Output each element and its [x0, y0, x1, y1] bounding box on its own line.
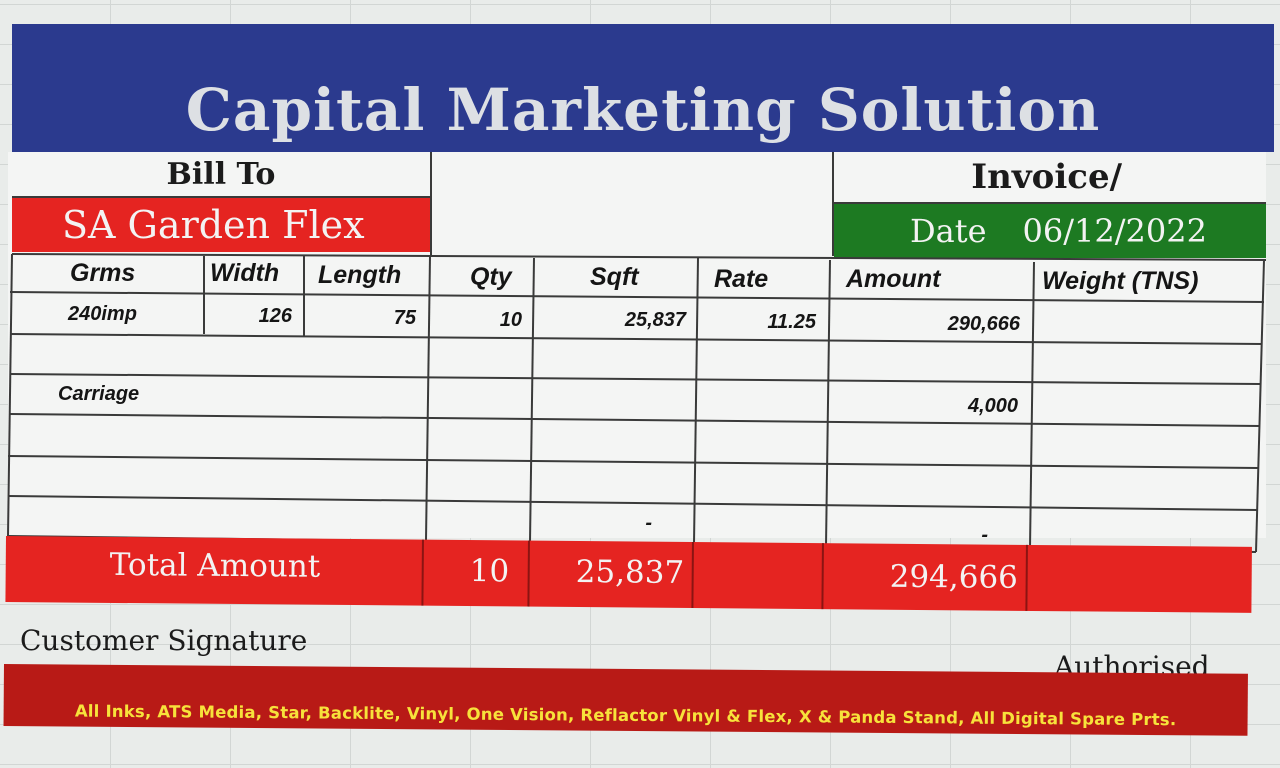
divider — [691, 541, 694, 609]
total-sqft: 25,837 — [575, 553, 685, 591]
customer-name: SA Garden Flex — [62, 203, 365, 247]
total-qty: 10 — [469, 553, 510, 590]
date-label: Date — [910, 212, 987, 250]
cell-amount-dash: - — [981, 523, 988, 546]
cell-qty: 10 — [499, 308, 522, 331]
bill-to-label: Bill To — [166, 156, 276, 192]
cell-grms: 240imp — [68, 302, 137, 325]
customer-signature-label: Customer Signature — [20, 624, 308, 657]
col-header-weight: Weight (TNS) — [1042, 266, 1199, 295]
total-row: Total Amount 10 25,837 294,666 — [5, 536, 1252, 613]
divider — [12, 196, 432, 198]
cell-carriage-amount: 4,000 — [967, 394, 1018, 417]
col-header-grms: Grms — [70, 258, 136, 287]
cell-weight — [1036, 310, 1256, 342]
divider — [421, 539, 424, 606]
divider — [527, 540, 530, 607]
divider — [821, 543, 824, 610]
divider — [834, 202, 1266, 204]
company-name: Capital Marketing Solution — [185, 76, 1101, 144]
cell-width: 126 — [258, 304, 292, 327]
divider — [832, 152, 834, 256]
cell-length: 75 — [393, 306, 416, 329]
cell-rate: 11.25 — [767, 310, 816, 333]
company-banner: Capital Marketing Solution — [12, 24, 1274, 152]
date-value: 06/12/2022 — [1022, 212, 1207, 250]
products-footer: All Inks, ATS Media, Star, Backlite, Vin… — [3, 664, 1248, 736]
col-header-length: Length — [318, 260, 402, 289]
divider — [430, 152, 432, 256]
cell-sqft-dash: - — [645, 511, 652, 534]
col-header-width: Width — [210, 258, 280, 287]
products-list: All Inks, ATS Media, Star, Backlite, Vin… — [74, 701, 1177, 730]
cell-sqft: 25,837 — [624, 308, 686, 331]
col-header-rate: Rate — [714, 264, 769, 293]
col-header-amount: Amount — [846, 264, 941, 293]
date-cell: Date 06/12/2022 — [834, 204, 1266, 258]
customer-cell: SA Garden Flex — [12, 198, 430, 252]
total-label: Total Amount — [109, 546, 321, 585]
invoice-label: Invoice/ — [971, 157, 1122, 197]
cell-amount: 290,666 — [947, 312, 1020, 335]
col-header-qty: Qty — [470, 262, 512, 291]
col-header-sqft: Sqft — [590, 262, 639, 291]
cell-carriage-desc: Carriage — [58, 382, 140, 405]
